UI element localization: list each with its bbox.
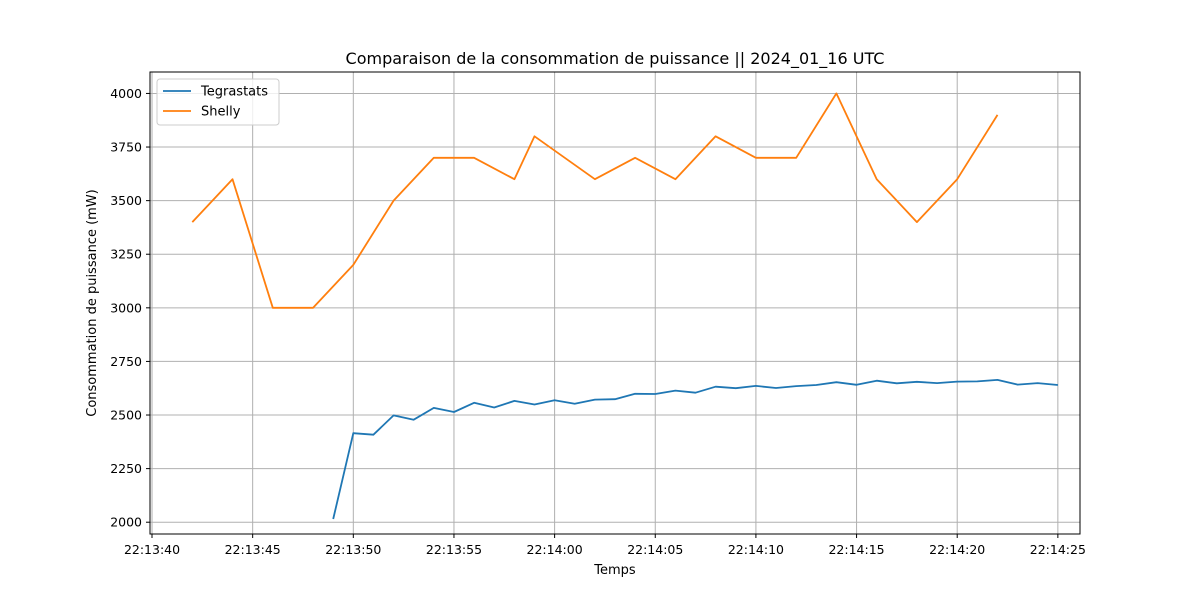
x-axis-label: Temps <box>593 563 636 578</box>
legend: Tegrastats Shelly <box>156 78 280 126</box>
x-tick-label: 22:14:20 <box>929 542 985 557</box>
y-tick-label: 4000 <box>110 86 142 101</box>
y-tick-label: 3750 <box>110 140 142 155</box>
x-tick-label: 22:13:50 <box>325 542 381 557</box>
legend-label: Tegrastats <box>200 85 268 100</box>
y-tick-label: 3250 <box>110 247 142 262</box>
legend-label: Shelly <box>201 105 241 120</box>
x-tick-label: 22:14:05 <box>627 542 683 557</box>
x-tick-label: 22:13:40 <box>124 542 180 557</box>
grid <box>150 72 1080 534</box>
plot-frame <box>149 71 1081 535</box>
y-axis-label: Consommation de puissance (mW) <box>85 189 100 417</box>
axis-ticks: 22:13:40 22:13:45 22:13:50 22:13:55 22:14:00… <box>110 86 1086 557</box>
x-tick-label: 22:14:10 <box>728 542 784 557</box>
x-tick-label: 22:14:25 <box>1030 542 1086 557</box>
x-tick-label: 22:13:45 <box>225 542 281 557</box>
x-tick-label: 22:14:15 <box>828 542 884 557</box>
series-line-shelly <box>191 92 999 309</box>
y-tick-label: 2000 <box>110 515 142 530</box>
x-tick-label: 22:13:55 <box>426 542 482 557</box>
series-lines <box>191 92 1058 520</box>
y-tick-label: 3500 <box>110 193 142 208</box>
chart-title: Comparaison de la consommation de puissa… <box>346 49 885 69</box>
y-tick-label: 2500 <box>110 408 142 423</box>
x-tick-label: 22:14:00 <box>527 542 583 557</box>
y-tick-label: 2750 <box>110 354 142 369</box>
series-line-tegrastats <box>332 378 1058 520</box>
y-tick-label: 2250 <box>110 461 142 476</box>
y-tick-label: 3000 <box>110 300 142 315</box>
